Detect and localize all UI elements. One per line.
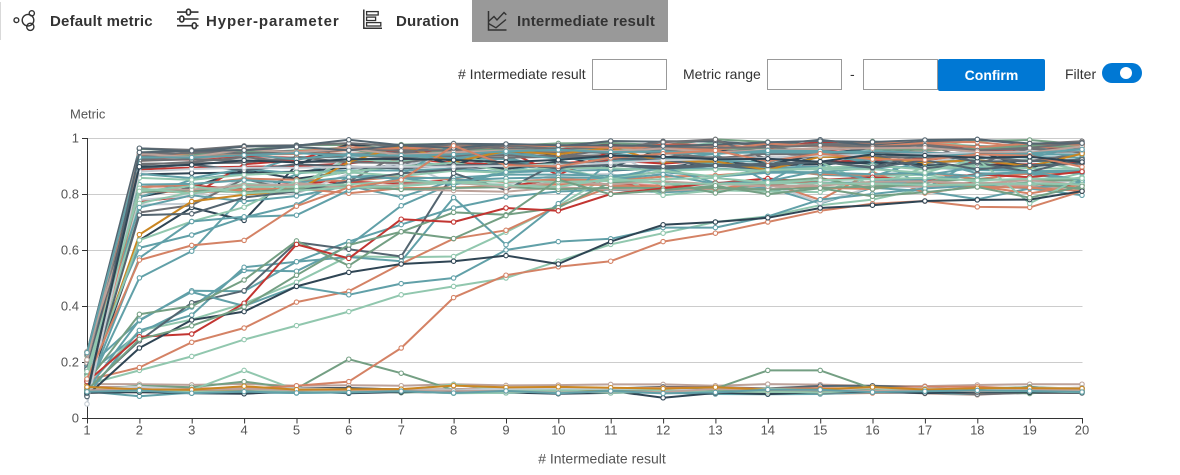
svg-text:19: 19 [1022, 423, 1036, 438]
svg-text:9: 9 [502, 423, 509, 438]
svg-text:1: 1 [83, 423, 90, 438]
svg-text:16: 16 [865, 423, 879, 438]
svg-text:0.8: 0.8 [61, 187, 79, 202]
svg-text:10: 10 [551, 423, 565, 438]
svg-text:Metric: Metric [70, 107, 106, 122]
svg-text:13: 13 [708, 423, 722, 438]
svg-text:0.4: 0.4 [61, 299, 79, 314]
svg-text:4: 4 [240, 423, 247, 438]
svg-text:0.6: 0.6 [61, 243, 79, 258]
svg-text:0.2: 0.2 [61, 355, 79, 370]
svg-text:17: 17 [918, 423, 932, 438]
svg-text:1: 1 [72, 131, 79, 146]
svg-text:5: 5 [293, 423, 300, 438]
svg-text:6: 6 [345, 423, 352, 438]
svg-text:12: 12 [656, 423, 670, 438]
svg-text:14: 14 [761, 423, 775, 438]
svg-text:11: 11 [604, 423, 618, 438]
svg-text:18: 18 [970, 423, 984, 438]
svg-text:# Intermediate result: # Intermediate result [538, 451, 666, 467]
svg-text:2: 2 [136, 423, 143, 438]
svg-text:3: 3 [188, 423, 195, 438]
svg-text:8: 8 [450, 423, 457, 438]
svg-text:7: 7 [398, 423, 405, 438]
svg-text:20: 20 [1075, 423, 1089, 438]
svg-text:0: 0 [72, 411, 79, 426]
svg-text:15: 15 [813, 423, 827, 438]
